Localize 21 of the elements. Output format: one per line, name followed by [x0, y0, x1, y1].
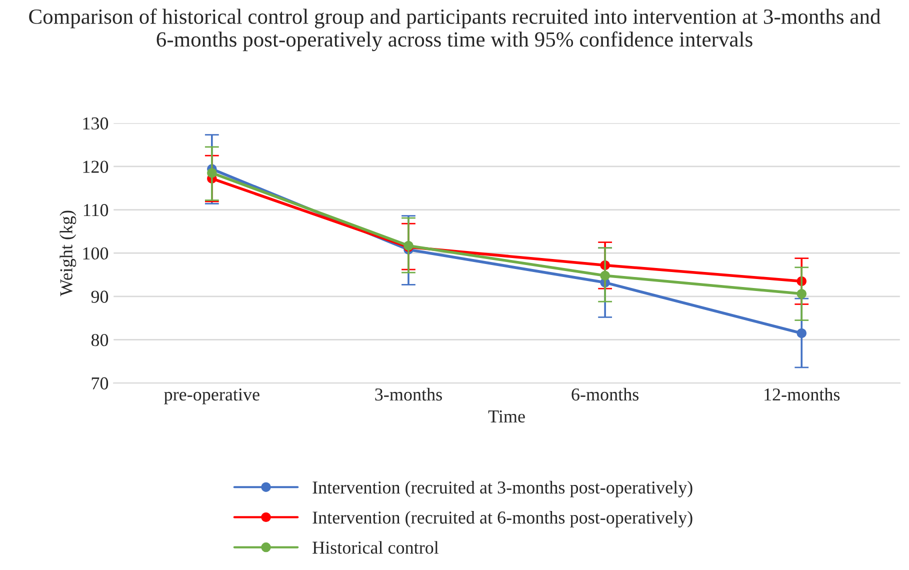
y-tick-label: 100 [83, 247, 108, 260]
point [796, 288, 806, 299]
point [600, 270, 610, 280]
legend-label: Intervention (recruited at 3-months post-operatively) [312, 480, 692, 498]
legend-label: Intervention (recruited at 6-months post-operatively) [312, 510, 692, 528]
legend-label: Historical control [312, 541, 439, 554]
y-tick-label: 90 [91, 290, 108, 303]
point [207, 168, 217, 178]
x-tick-label: 3-months [375, 388, 442, 401]
x-axis-title: Time [488, 410, 525, 423]
y-tick-label: 130 [83, 117, 108, 130]
y-tick-label: 80 [91, 334, 108, 346]
x-tick-label: pre-operative [164, 388, 260, 404]
point [796, 328, 806, 338]
chart-title: Comparison of historical control group and participants recruited into intervention at 3-months and 6-months post-operatively across time with 95% confidence intervals [29, 8, 880, 52]
x-tick-label: 6-months [572, 388, 639, 401]
y-axis-title: Weight (kg) [60, 210, 76, 296]
y-tick-label: 110 [84, 204, 108, 216]
y-tick-label: 70 [92, 377, 108, 390]
y-tick-label: 120 [83, 160, 108, 173]
x-tick-label: 12-months [764, 388, 840, 401]
